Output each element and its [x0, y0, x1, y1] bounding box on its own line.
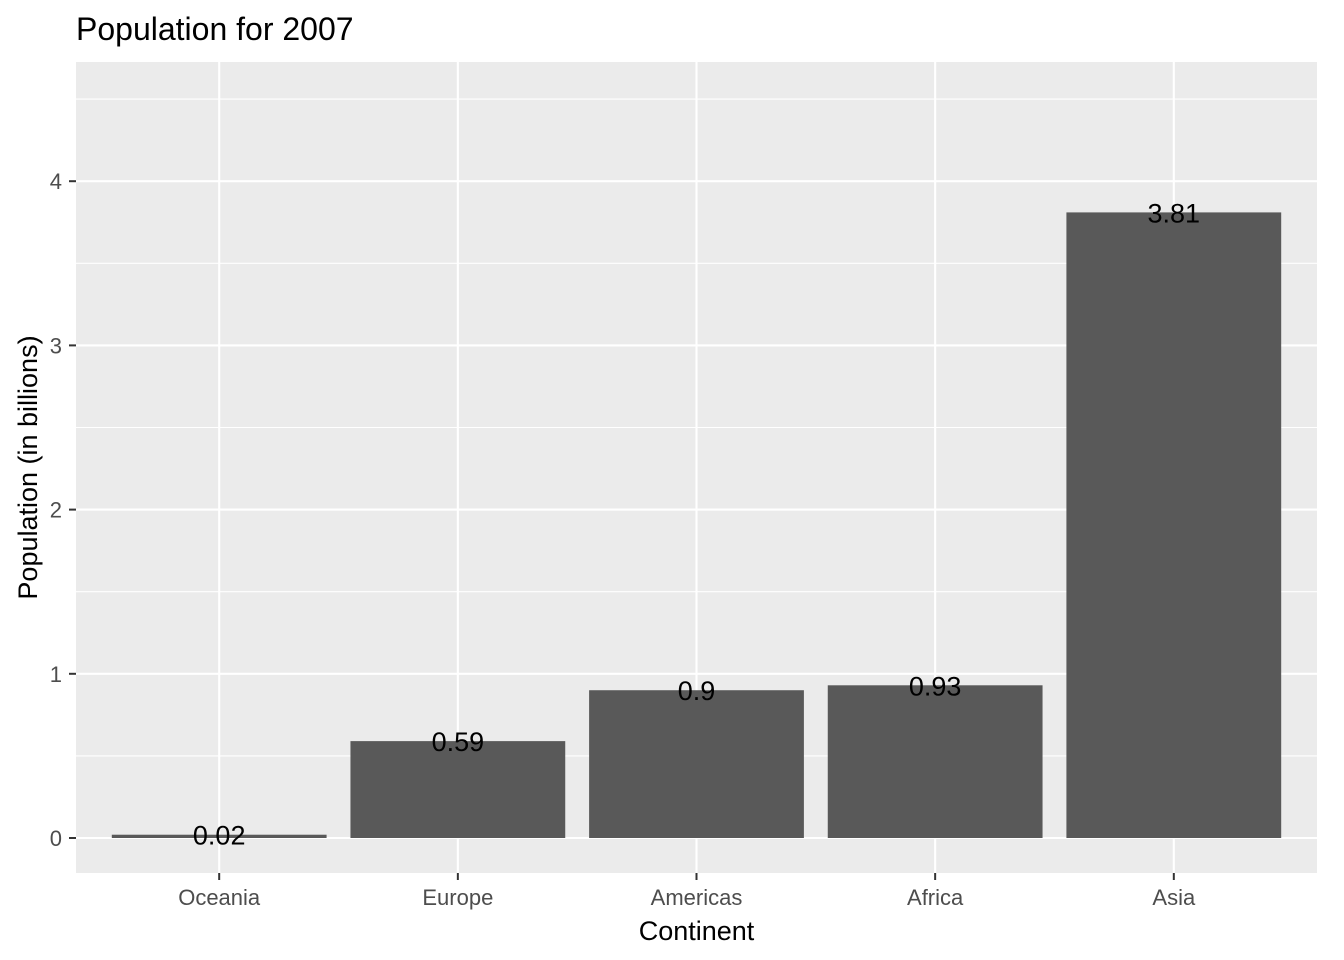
y-tick-label: 2 — [50, 498, 62, 523]
bar-europe — [350, 741, 566, 838]
x-tick-label: Americas — [651, 885, 743, 910]
x-tick-label: Asia — [1152, 885, 1196, 910]
data-label: 0.9 — [678, 676, 716, 706]
x-tick-label: Oceania — [178, 885, 261, 910]
x-tick-label: Africa — [907, 885, 964, 910]
y-axis-title: Population (in billions) — [13, 335, 43, 599]
bar-oceania — [111, 834, 327, 838]
bars — [111, 212, 1282, 838]
y-axis: 0 1 2 3 4 — [50, 169, 76, 851]
x-axis: Oceania Europe Americas Africa Asia — [178, 873, 1196, 910]
x-axis-title: Continent — [639, 916, 755, 946]
x-tick-label: Europe — [422, 885, 493, 910]
data-label: 0.93 — [909, 671, 962, 701]
y-tick-label: 4 — [50, 169, 62, 194]
bar-africa — [827, 685, 1043, 838]
data-label: 3.81 — [1148, 198, 1201, 228]
data-labels: 0.02 0.59 0.9 0.93 3.81 — [193, 198, 1200, 850]
y-tick-label: 0 — [50, 826, 62, 851]
data-label: 0.02 — [193, 821, 246, 851]
bar-americas — [589, 690, 804, 838]
y-tick-label: 1 — [50, 662, 62, 687]
y-tick-label: 3 — [50, 333, 62, 358]
bar-asia — [1066, 212, 1282, 838]
data-label: 0.59 — [432, 727, 485, 757]
chart-title: Population for 2007 — [76, 11, 354, 47]
